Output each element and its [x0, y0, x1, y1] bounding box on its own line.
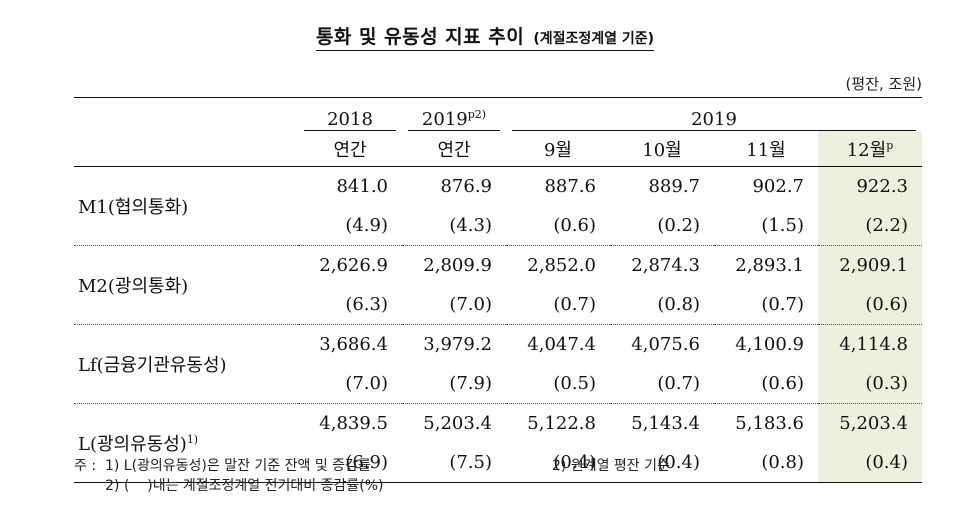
title-main: 통화 및 유동성 지표 추이 [315, 26, 525, 48]
header-year-2019p: 2019p2) [402, 97, 506, 131]
table-cell: (0.6) [506, 206, 610, 246]
table-cell: (0.4) [506, 443, 610, 483]
footnotes: 주 : 1) L(광의유동성)은 말잔 기준 잔액 및 증감률 2) 원계열 평… [74, 456, 670, 496]
table-cell: 5,183.6 [735, 413, 804, 434]
table-cell: (0.6) [714, 364, 818, 404]
header-period-annual-2018: 연간 [298, 131, 402, 167]
table-cell: 5,203.4 [423, 413, 492, 434]
table-cell: 4,114.8 [818, 324, 922, 364]
header-period-sep: 9월 [506, 131, 610, 167]
row-label-m1: M1(협의통화) [74, 166, 298, 246]
table-cell: 4,047.4 [527, 334, 596, 355]
table-cell: 5,122.8 [527, 413, 596, 434]
table-cell: (7.5) [402, 443, 506, 483]
title-underline: 통화 및 유동성 지표 추이 (계절조정계열 기준) [315, 22, 655, 51]
table-row-lf-value: Lf(금융기관유동성) 3,686.4 3,979.2 4,047.4 4,07… [74, 324, 922, 404]
header-year-2018: 2018 [298, 97, 402, 131]
table-row-m1-change: (4.9) (4.3) (0.6) (0.2) (1.5) (2.2) [74, 206, 922, 246]
table-cell: 2,909.1 [818, 245, 922, 285]
table-cell: 887.6 [544, 176, 596, 197]
table-row-m2-value: M2(광의통화) 2,626.9 2,809.9 2,852.0 2,874.3… [74, 245, 922, 325]
table-cell: 2,874.3 [631, 255, 700, 276]
header-period-nov: 11월 [714, 131, 818, 167]
table-row-m1-value: M1(협의통화) 841.0 876.9 887.6 889.7 902.7 9… [74, 166, 922, 246]
table-cell: 2,893.1 [735, 255, 804, 276]
table-cell: (7.0) [402, 285, 506, 325]
header-period-dec: 12월p [818, 131, 922, 167]
table-cell: (0.8) [714, 443, 818, 483]
footnote-2: 2) 원계열 평잔 기준 [552, 458, 670, 474]
table-cell: 841.0 [336, 176, 388, 197]
table-title: 통화 및 유동성 지표 추이 (계절조정계열 기준) [0, 22, 970, 51]
table-row-l-change: (6.9) (7.5) (0.4) (0.4) (0.8) (0.4) [74, 443, 922, 483]
row-label-l: L(광의유동성)1) [74, 403, 298, 483]
table-cell: 2,626.9 [319, 255, 388, 276]
header-blank [74, 97, 298, 167]
table-cell: (0.3) [818, 364, 922, 404]
table-cell: 5,143.4 [631, 413, 700, 434]
table-cell: (0.4) [610, 443, 714, 483]
table-cell: (0.6) [818, 285, 922, 325]
table-cell: (7.0) [298, 364, 402, 404]
table-cell: 4,839.5 [319, 413, 388, 434]
table-cell: (0.5) [506, 364, 610, 404]
table-cell: 4,100.9 [735, 334, 804, 355]
row-label-lf: Lf(금융기관유동성) [74, 324, 298, 404]
table-cell: 889.7 [648, 176, 700, 197]
table-cell: (0.2) [610, 206, 714, 246]
table-cell: (6.9) [298, 443, 402, 483]
table-cell: (1.5) [714, 206, 818, 246]
table-cell: 3,979.2 [423, 334, 492, 355]
footnote-3: 2) ( )내는 계절조정계열 전기대비 증감률(%) [74, 478, 384, 494]
header-period-oct: 10월 [610, 131, 714, 167]
table-cell: (6.3) [298, 285, 402, 325]
table-row-m2-change: (6.3) (7.0) (0.7) (0.8) (0.7) (0.6) [74, 285, 922, 325]
table-cell: (4.9) [298, 206, 402, 246]
table-row-l-value: L(광의유동성)1) 4,839.5 5,203.4 5,122.8 5,143… [74, 403, 922, 483]
table-row-lf-change: (7.0) (7.9) (0.5) (0.7) (0.6) (0.3) [74, 364, 922, 404]
table-cell: 2,809.9 [423, 255, 492, 276]
table-cell: 876.9 [440, 176, 492, 197]
table-cell: (2.2) [818, 206, 922, 246]
header-period-annual-2019: 연간 [402, 131, 506, 167]
table-cell: 4,075.6 [631, 334, 700, 355]
table-cell: 5,203.4 [818, 403, 922, 443]
unit-label: (평잔, 조원) [845, 75, 922, 93]
header-row-years: 2018 2019p2) 2019 [74, 97, 922, 167]
row-label-m2: M2(광의통화) [74, 245, 298, 325]
table-cell: 2,852.0 [527, 255, 596, 276]
table-cell: (0.8) [610, 285, 714, 325]
table-cell: (0.7) [714, 285, 818, 325]
table-cell: (7.9) [402, 364, 506, 404]
footnote-1: 주 : 1) L(광의유동성)은 말잔 기준 잔액 및 증감률 [74, 458, 371, 474]
title-sub: (계절조정계열 기준) [533, 31, 655, 47]
header-year-2019-monthly: 2019 [506, 97, 922, 131]
table-cell: 902.7 [752, 176, 804, 197]
money-liquidity-table: 2018 2019p2) 2019 연간 연간 9월 10월 11월 12월p … [74, 97, 922, 483]
table-cell: (0.7) [610, 364, 714, 404]
table-cell: (0.4) [818, 443, 922, 483]
table-cell: 922.3 [818, 166, 922, 206]
header-row-periods: 연간 연간 9월 10월 11월 12월p [74, 131, 922, 167]
table-cell: (4.3) [402, 206, 506, 246]
table-cell: 3,686.4 [319, 334, 388, 355]
table-cell: (0.7) [506, 285, 610, 325]
